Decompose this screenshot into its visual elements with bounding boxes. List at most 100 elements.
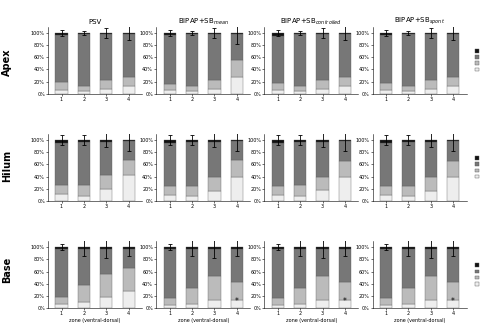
Bar xyxy=(208,34,220,80)
Bar xyxy=(55,82,68,89)
Bar xyxy=(100,189,112,201)
Bar xyxy=(401,86,414,91)
Bar xyxy=(78,249,90,285)
Bar xyxy=(424,142,436,177)
Bar xyxy=(55,194,68,201)
Bar xyxy=(316,80,328,89)
X-axis label: zone (ventral-dorsal): zone (ventral-dorsal) xyxy=(393,319,444,324)
Bar xyxy=(338,86,350,94)
Bar xyxy=(401,34,414,86)
Bar xyxy=(163,298,176,305)
Bar xyxy=(208,89,220,94)
Bar xyxy=(293,304,306,308)
Bar xyxy=(78,285,90,302)
Text: *: * xyxy=(342,297,346,307)
Bar xyxy=(78,302,90,308)
Bar xyxy=(208,140,220,142)
Bar xyxy=(338,177,350,201)
Bar xyxy=(446,141,458,161)
Bar xyxy=(55,140,68,142)
Bar xyxy=(208,247,220,249)
Bar xyxy=(230,60,242,77)
Bar xyxy=(271,186,283,195)
Bar xyxy=(55,33,68,35)
Bar xyxy=(122,249,134,268)
Bar xyxy=(163,142,176,186)
Bar xyxy=(208,177,220,191)
Bar xyxy=(446,33,458,34)
Bar xyxy=(338,300,350,308)
Bar xyxy=(163,247,176,249)
Bar xyxy=(424,276,436,300)
Bar xyxy=(379,33,391,35)
Bar xyxy=(186,140,198,142)
Bar xyxy=(271,247,283,249)
Bar xyxy=(163,195,176,201)
Bar xyxy=(230,77,242,94)
Bar xyxy=(316,190,328,201)
Bar xyxy=(293,196,306,201)
Bar xyxy=(122,141,134,159)
Bar xyxy=(230,34,242,60)
Bar xyxy=(230,249,242,282)
Bar xyxy=(208,300,220,308)
Text: *: * xyxy=(234,297,238,307)
Bar xyxy=(401,140,414,142)
Bar xyxy=(316,140,328,142)
Bar xyxy=(338,33,350,34)
Bar xyxy=(78,185,90,196)
Bar xyxy=(163,84,176,90)
Bar xyxy=(122,33,134,34)
Bar xyxy=(293,34,306,86)
Bar xyxy=(424,140,436,142)
Bar xyxy=(78,86,90,91)
Bar xyxy=(424,249,436,276)
Bar xyxy=(401,247,414,249)
Bar xyxy=(100,176,112,189)
Bar xyxy=(78,142,90,185)
Bar xyxy=(271,83,283,90)
Bar xyxy=(122,34,134,77)
Bar xyxy=(78,196,90,201)
Bar xyxy=(163,33,176,35)
Bar xyxy=(208,276,220,300)
Text: Hilum: Hilum xyxy=(2,150,12,182)
Bar xyxy=(338,249,350,282)
Bar xyxy=(163,35,176,84)
Bar xyxy=(163,305,176,308)
Bar xyxy=(379,305,391,308)
Bar xyxy=(100,247,112,249)
Bar xyxy=(230,33,242,34)
Bar xyxy=(271,249,283,298)
Bar xyxy=(379,142,391,186)
Bar xyxy=(271,90,283,94)
Bar xyxy=(100,89,112,94)
Bar xyxy=(230,140,242,141)
Bar xyxy=(230,247,242,249)
Bar xyxy=(401,142,414,186)
Bar xyxy=(122,140,134,141)
Bar xyxy=(186,288,198,304)
Bar xyxy=(379,90,391,94)
Bar xyxy=(122,175,134,201)
Bar xyxy=(446,282,458,300)
Bar xyxy=(293,86,306,91)
Bar xyxy=(271,195,283,201)
Bar xyxy=(316,177,328,190)
Bar xyxy=(338,161,350,177)
Bar xyxy=(316,34,328,80)
Bar xyxy=(379,83,391,90)
Bar xyxy=(271,140,283,143)
Bar xyxy=(122,159,134,175)
Bar xyxy=(100,33,112,34)
Bar xyxy=(424,34,436,80)
X-axis label: zone (ventral-dorsal): zone (ventral-dorsal) xyxy=(177,319,228,324)
Bar xyxy=(446,77,458,86)
Bar xyxy=(401,288,414,304)
Bar xyxy=(230,141,242,159)
Bar xyxy=(316,33,328,34)
Bar xyxy=(293,140,306,142)
Bar xyxy=(293,247,306,249)
Bar xyxy=(186,34,198,86)
Bar xyxy=(446,161,458,177)
